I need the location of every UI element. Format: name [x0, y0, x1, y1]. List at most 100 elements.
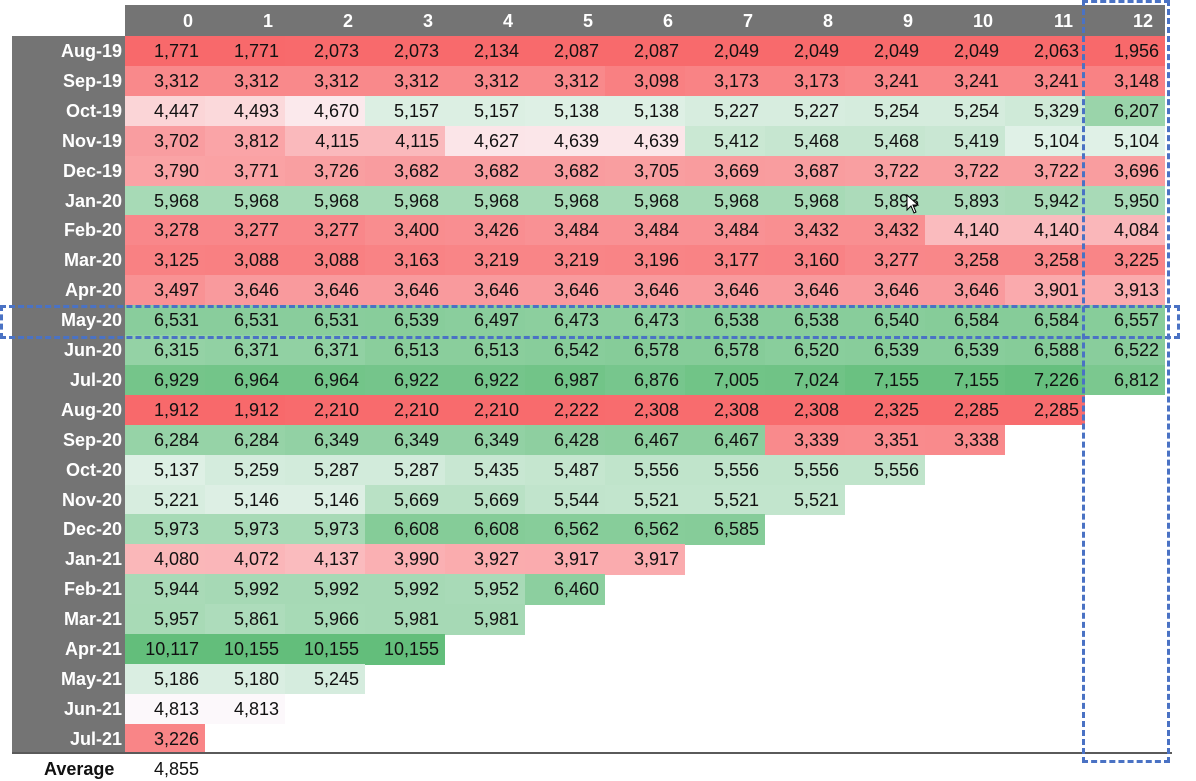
heatmap-cell: 5,245: [285, 663, 365, 695]
heatmap-cell: 3,219: [445, 245, 525, 276]
heatmap-cell: 5,968: [525, 185, 605, 216]
heatmap-cell: 5,669: [365, 484, 445, 515]
heatmap-cell: 5,973: [285, 514, 365, 545]
heatmap-cell: 3,722: [845, 155, 925, 187]
column-header-9: 9: [902, 11, 913, 31]
heatmap-cell: 6,349: [365, 424, 445, 456]
heatmap-cell: 3,696: [1085, 155, 1165, 187]
heatmap-cell: 5,968: [445, 185, 525, 216]
heatmap-cell: 3,160: [765, 245, 845, 276]
heatmap-cell: 3,702: [125, 125, 205, 157]
column-header-11: 11: [1053, 11, 1073, 31]
row-header-apr-20: Apr-20: [64, 280, 122, 301]
heatmap-cell: 5,180: [205, 663, 285, 695]
heatmap-cell: 6,812: [1085, 364, 1165, 396]
heatmap-cell: 3,277: [285, 215, 365, 246]
heatmap-cell: 5,968: [125, 185, 205, 216]
heatmap-cell: 6,608: [365, 514, 445, 545]
heatmap-cell: 4,080: [125, 544, 205, 575]
heatmap-cell: 3,338: [925, 424, 1005, 456]
heatmap-cell: 5,157: [445, 95, 525, 127]
column-header-band: [125, 5, 1165, 36]
heatmap-cell: 5,138: [605, 95, 685, 127]
heatmap-cell: 6,876: [605, 364, 685, 396]
row-header-band: [12, 36, 125, 754]
heatmap-cell: 3,226: [125, 723, 205, 755]
bottom-rule: [12, 752, 1172, 754]
heatmap-cell: 6,531: [285, 305, 365, 336]
heatmap-cell: 6,284: [125, 424, 205, 456]
heatmap-cell: 6,562: [605, 514, 685, 545]
heatmap-cell: 6,539: [365, 305, 445, 336]
heatmap-cell: 5,556: [685, 454, 765, 486]
heatmap-cell: 2,308: [605, 394, 685, 426]
heatmap-cell: 6,513: [365, 335, 445, 366]
heatmap-cell: 6,557: [1085, 305, 1165, 336]
heatmap-cell: 5,329: [1005, 95, 1085, 127]
heatmap-cell: 3,173: [765, 65, 845, 97]
heatmap-cell: 10,155: [205, 634, 285, 665]
heatmap-cell: 5,521: [605, 484, 685, 515]
heatmap-cell: 3,927: [445, 544, 525, 575]
heatmap-cell: 1,912: [125, 394, 205, 426]
heatmap-cell: 3,258: [1005, 245, 1085, 276]
heatmap-cell: 5,227: [685, 95, 765, 127]
heatmap-cell: 3,351: [845, 424, 925, 456]
heatmap-cell: 2,049: [765, 36, 845, 67]
heatmap-cell: 3,646: [845, 275, 925, 306]
heatmap-cell: 1,771: [205, 36, 285, 67]
heatmap-cell: 5,521: [765, 484, 845, 515]
heatmap-cell: 3,646: [445, 275, 525, 306]
heatmap-cell: 3,484: [685, 215, 765, 246]
heatmap-cell: 2,210: [445, 394, 525, 426]
heatmap-cell: 5,942: [1005, 185, 1085, 216]
heatmap-cell: 5,104: [1005, 125, 1085, 157]
heatmap-cell: 4,813: [205, 693, 285, 725]
heatmap-cell: 2,063: [1005, 36, 1085, 67]
heatmap-cell: 6,562: [525, 514, 605, 545]
heatmap-cell: 6,428: [525, 424, 605, 456]
heatmap-cell: 5,968: [605, 185, 685, 216]
heatmap-cell: 5,968: [685, 185, 765, 216]
heatmap-cell: 2,087: [525, 36, 605, 67]
heatmap-cell: 2,073: [365, 36, 445, 67]
heatmap-cell: 4,639: [605, 125, 685, 157]
heatmap-cell: 3,312: [525, 65, 605, 97]
heatmap-cell: 3,917: [525, 544, 605, 575]
heatmap-cell: 5,981: [365, 604, 445, 635]
heatmap-cell: 3,646: [525, 275, 605, 306]
heatmap-cell: 5,487: [525, 454, 605, 486]
heatmap-cell: 6,987: [525, 364, 605, 396]
heatmap-cell: 3,426: [445, 215, 525, 246]
heatmap-cell: 6,473: [605, 305, 685, 336]
heatmap-cell: 4,813: [125, 693, 205, 725]
row-header-jun-20: Jun-20: [63, 340, 122, 360]
heatmap-cell: 10,155: [285, 634, 365, 665]
heatmap-cell: 3,722: [1005, 155, 1085, 187]
heatmap-cell: 3,432: [845, 215, 925, 246]
heatmap-cell: 6,531: [205, 305, 285, 336]
heatmap-cell: 5,254: [925, 95, 1005, 127]
heatmap-cell: 5,287: [285, 454, 365, 486]
heatmap-cell: 3,196: [605, 245, 685, 276]
heatmap-cell: 5,157: [365, 95, 445, 127]
heatmap-cell: 4,084: [1085, 215, 1165, 246]
heatmap-cell: 3,682: [445, 155, 525, 187]
heatmap-cell: 6,584: [1005, 305, 1085, 336]
row-header-feb-21: Feb-21: [63, 579, 122, 600]
heatmap-cell: 10,117: [125, 634, 205, 665]
heatmap-cell: 3,687: [765, 155, 845, 187]
heatmap-cell: 3,771: [205, 155, 285, 187]
column-header-12: 12: [1132, 11, 1153, 31]
row-header-jun-21: Jun-21: [63, 698, 122, 719]
heatmap-cell: 3,125: [125, 245, 205, 276]
heatmap-cell: 3,682: [525, 155, 605, 187]
heatmap-cell: 3,726: [285, 155, 365, 187]
heatmap-cell: 5,556: [765, 454, 845, 486]
heatmap-cell: 3,219: [525, 245, 605, 276]
heatmap-cell: 5,669: [445, 484, 525, 515]
row-header-oct-19: Oct-19: [65, 100, 122, 121]
heatmap-cell: 3,646: [685, 275, 765, 306]
heatmap-cell: 5,992: [205, 574, 285, 605]
